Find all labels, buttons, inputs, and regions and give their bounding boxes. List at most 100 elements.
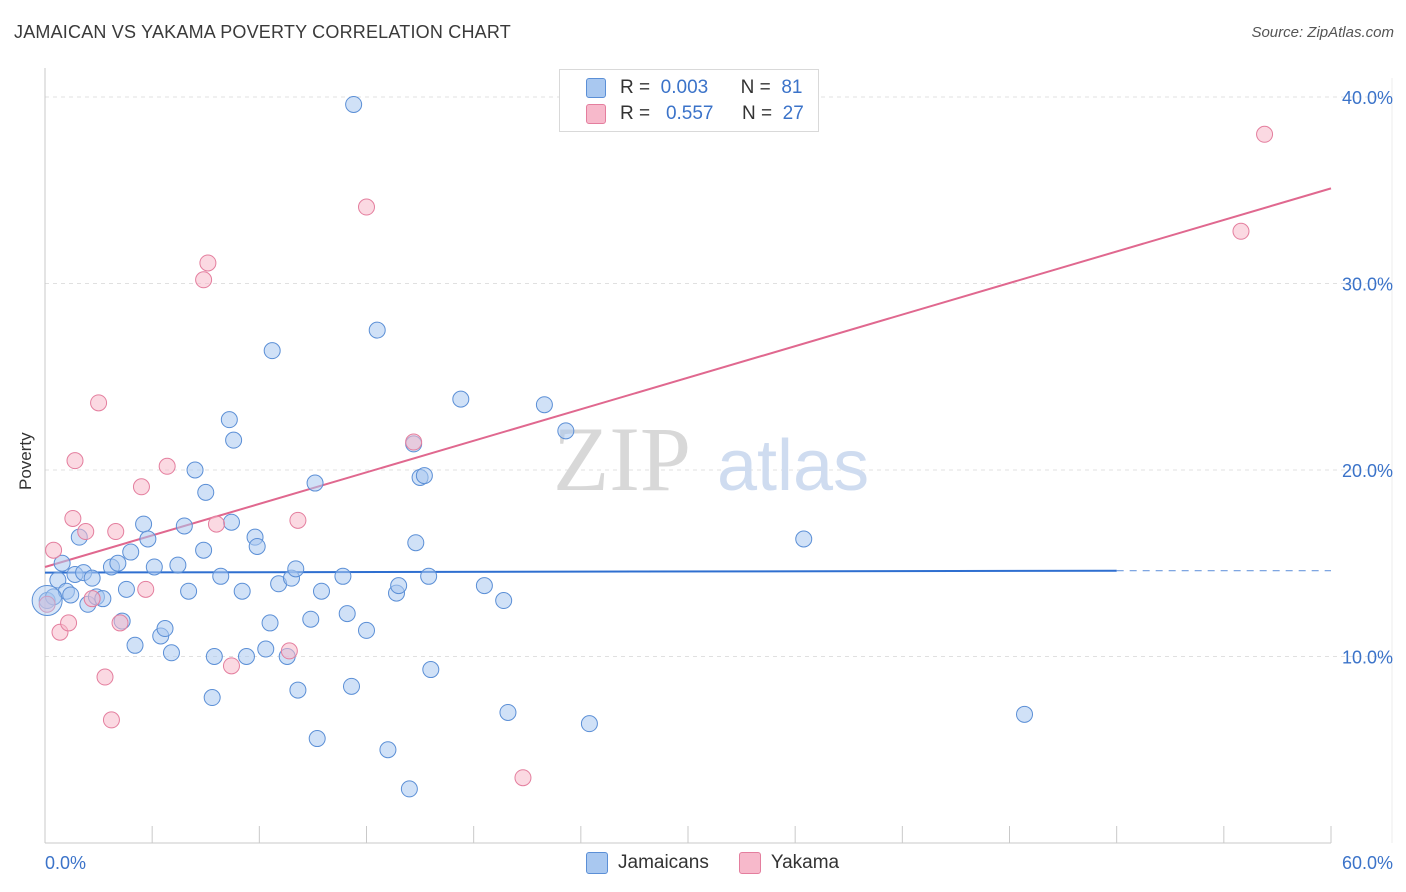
jamaicans-point: [205, 648, 223, 665]
jamaicans-point: [308, 730, 326, 748]
yakama-point: [405, 433, 423, 451]
jamaicans-point: [535, 396, 553, 414]
jamaicans-point: [1016, 705, 1034, 723]
legend-row-jamaicans: R = 0.003 N = 81: [586, 76, 802, 100]
y-tick-label: 10.0%: [1342, 648, 1393, 668]
jamaicans-point: [345, 95, 363, 113]
jamaicans-point: [49, 571, 67, 589]
yakama-point: [102, 711, 120, 729]
jamaicans-point: [169, 556, 187, 574]
yakama-point: [207, 515, 225, 533]
jamaicans-point: [109, 554, 127, 572]
yakama-point: [514, 769, 532, 787]
legend-item-jamaicans[interactable]: Jamaicans: [586, 852, 709, 874]
legend-swatch-yakama: [738, 852, 761, 874]
yakama-point: [222, 657, 240, 675]
yakama-point: [90, 394, 108, 412]
chart-title: JAMAICAN VS YAKAMA POVERTY CORRELATION C…: [14, 22, 511, 42]
yakama-point: [83, 590, 101, 608]
legend-r-label: R =: [620, 77, 651, 98]
jamaicans-point: [400, 780, 418, 798]
jamaicans-point: [162, 644, 180, 662]
yakama-point: [60, 614, 78, 632]
jamaicans-point: [62, 586, 80, 604]
jamaicans-point: [212, 567, 230, 585]
jamaicans-point: [156, 620, 174, 638]
watermark-atlas: atlas: [717, 426, 869, 506]
jamaicans-point: [175, 517, 193, 535]
yakama-point: [66, 452, 84, 470]
jamaicans-point: [312, 582, 330, 600]
legend-n-value: 81: [781, 77, 803, 98]
x-tick-label: 0.0%: [45, 853, 86, 873]
legend-r-label: R =: [620, 103, 651, 124]
jamaicans-point: [379, 741, 397, 759]
legend-label-yakama: Yakama: [770, 852, 840, 873]
jamaicans-trend-line: [44, 569, 1117, 574]
jamaicans-point: [390, 577, 408, 595]
jamaicans-point: [186, 461, 204, 479]
jamaicans-point: [358, 621, 375, 639]
jamaicans-point: [306, 474, 324, 492]
yakama-point: [137, 580, 155, 598]
legend-n-value: 27: [782, 103, 804, 124]
series-legend: Jamaicans Yakama: [586, 852, 869, 874]
yakama-point: [158, 457, 176, 475]
yakama-point: [77, 523, 95, 541]
jamaicans-point: [122, 543, 140, 561]
jamaicans-point: [139, 530, 157, 548]
yakama-point: [64, 509, 82, 527]
jamaicans-point: [197, 483, 215, 501]
yakama-point: [132, 478, 150, 496]
jamaicans-point: [368, 321, 386, 339]
jamaicans-point: [334, 567, 352, 585]
jamaicans-point: [475, 577, 493, 595]
jamaicans-point: [222, 513, 240, 531]
jamaicans-point: [338, 605, 356, 623]
legend-swatch-jamaicans: [586, 852, 608, 874]
jamaicans-point: [495, 592, 513, 610]
yakama-point: [358, 198, 375, 216]
jamaicans-cluster-point: [31, 585, 63, 617]
jamaicans-point: [248, 537, 266, 555]
jamaicans-point: [203, 689, 221, 707]
yakama-point: [195, 271, 213, 289]
jamaicans-point: [180, 582, 198, 600]
jamaicans-point: [220, 411, 238, 429]
legend-swatch-jamaicans: [586, 78, 606, 98]
watermark-zip: ZIP: [553, 408, 691, 510]
stats-legend: R = 0.003 N = 81 R = 0.557 N = 27: [559, 69, 819, 132]
legend-r-value: 0.003: [660, 77, 709, 98]
jamaicans-point: [225, 431, 243, 449]
jamaicans-point: [287, 560, 305, 578]
yakama-point: [45, 541, 63, 559]
jamaicans-point: [557, 422, 575, 440]
jamaicans-point: [302, 610, 320, 628]
jamaicans-point: [126, 636, 144, 654]
legend-n-label: N =: [741, 103, 773, 124]
jamaicans-point: [53, 554, 71, 572]
yakama-point: [107, 523, 125, 541]
jamaicans-point: [422, 661, 440, 679]
jamaicans-point: [289, 681, 307, 699]
jamaicans-point: [580, 715, 598, 733]
source-credit: Source: ZipAtlas.com: [1251, 24, 1394, 41]
jamaicans-point: [407, 534, 425, 552]
legend-swatch-yakama: [586, 104, 606, 124]
jamaicans-point: [342, 677, 360, 695]
legend-item-yakama[interactable]: Yakama: [738, 852, 840, 874]
y-tick-label: 40.0%: [1342, 88, 1393, 108]
yakama-point: [96, 668, 114, 686]
jamaicans-point: [263, 342, 281, 360]
yakama-trend-line: [44, 187, 1332, 568]
jamaicans-point: [257, 640, 275, 658]
jamaicans-point: [795, 530, 813, 548]
yakama-point: [1232, 222, 1250, 240]
jamaicans-point: [83, 569, 101, 587]
y-tick-label: 30.0%: [1342, 275, 1393, 295]
jamaicans-point: [415, 467, 433, 485]
jamaicans-point: [452, 390, 470, 408]
jamaicans-point: [135, 515, 153, 533]
jamaicans-point: [420, 567, 438, 585]
